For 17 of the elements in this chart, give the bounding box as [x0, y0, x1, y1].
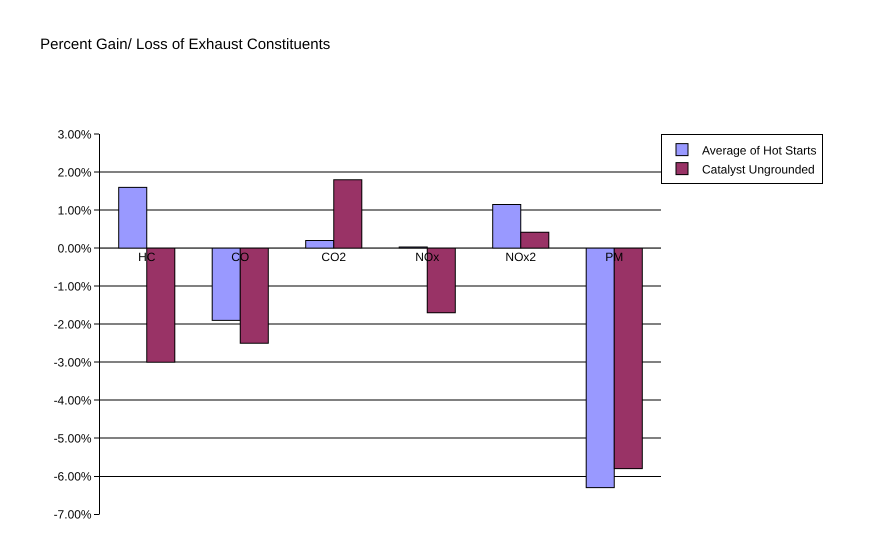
- x-tick-label: CO: [231, 250, 250, 264]
- x-tick-label: NOx2: [505, 250, 536, 264]
- y-tick-label: 2.00%: [58, 165, 92, 180]
- legend-label: Average of Hot Starts: [702, 143, 817, 158]
- x-tick-label: CO2: [321, 250, 346, 264]
- y-tick-label: -5.00%: [54, 431, 92, 446]
- y-tick-label: -4.00%: [54, 393, 92, 408]
- y-tick-label: -1.00%: [54, 279, 92, 294]
- y-tick-label: -2.00%: [54, 317, 92, 332]
- y-tick-label: -6.00%: [54, 469, 92, 484]
- chart-title: Percent Gain/ Loss of Exhaust Constituents: [40, 36, 330, 53]
- y-tick-label: -7.00%: [54, 507, 92, 522]
- y-tick-label: 1.00%: [58, 203, 92, 218]
- y-tick-label: -3.00%: [54, 355, 92, 370]
- y-tick-label: 0.00%: [58, 241, 92, 256]
- legend-label: Catalyst Ungrounded: [702, 162, 815, 176]
- y-tick-label: 3.00%: [58, 127, 92, 142]
